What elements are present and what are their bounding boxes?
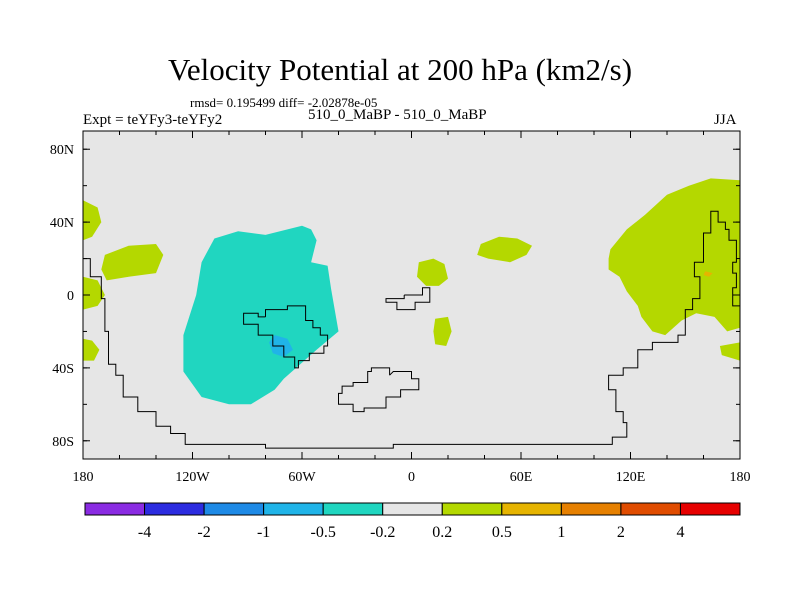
anomaly-region-3: [101, 244, 164, 281]
colorbar-swatch: [560, 502, 622, 516]
anomaly-region-5: [83, 276, 105, 310]
anomaly-regions: [83, 178, 740, 405]
season-label: JJA: [714, 112, 737, 128]
y-tick-label: 80S: [52, 435, 74, 450]
colorbar-label: -4: [138, 524, 151, 541]
x-tick-label: 60E: [510, 470, 533, 485]
anomaly-region-12: [703, 271, 713, 277]
colorbar-swatch: [679, 502, 741, 516]
colorbar-swatch: [144, 502, 205, 516]
anomaly-region-4: [83, 200, 102, 241]
anomaly-region-11: [719, 342, 740, 361]
colorbar-label: -2: [197, 524, 210, 541]
colorbar-swatch: [501, 502, 562, 516]
colorbar: -4 -2 -1 -0.5 -0.2 0.2 0.5 1 2 4: [84, 502, 741, 541]
x-tick-label: 180: [73, 470, 94, 485]
colorbar-swatch: [620, 502, 681, 516]
x-tick-label: 0: [408, 470, 415, 485]
anomaly-region-6: [83, 338, 100, 361]
colorbar-label: -0.5: [311, 524, 336, 541]
y-tick-label: 40N: [50, 216, 74, 231]
coastline-3: [385, 287, 431, 311]
stats-label: rmsd= 0.195499 diff= -2.02878e-05: [190, 95, 378, 110]
colorbar-swatch: [263, 502, 324, 516]
experiment-label: Expt = teYFy3-teYFy2: [83, 112, 223, 128]
coastline-4: [338, 367, 420, 413]
coastline-1: [83, 210, 740, 449]
colorbar-label: -1: [257, 524, 270, 541]
colorbar-label: 1: [557, 524, 565, 541]
coastlines: [83, 210, 740, 449]
colorbar-label: 0.5: [492, 524, 512, 541]
coastline-2: [243, 305, 329, 369]
x-tick-label: 60W: [288, 470, 316, 485]
colorbar-swatch: [84, 502, 146, 516]
anomaly-region-9: [477, 236, 532, 263]
anomaly-region-8: [433, 316, 452, 346]
anomaly-region-1: [183, 225, 339, 405]
colorbar-label: 2: [617, 524, 625, 541]
anomaly-region-7: [417, 258, 448, 286]
y-tick-label: 40S: [52, 362, 74, 377]
colorbar-swatch: [441, 502, 503, 516]
chart-title: Velocity Potential at 200 hPa (km2/s): [167, 52, 633, 87]
colorbar-swatch: [203, 502, 265, 516]
x-tick-label: 180: [730, 470, 751, 485]
x-tick-label: 120W: [175, 470, 210, 485]
y-tick-label: 0: [67, 289, 74, 304]
colorbar-label: 4: [676, 524, 684, 541]
y-tick-label: 80N: [50, 143, 74, 158]
colorbar-swatch: [382, 502, 443, 516]
x-tick-label: 120E: [616, 470, 646, 485]
colorbar-label: -0.2: [370, 524, 395, 541]
anomaly-region-10: [608, 178, 740, 336]
colorbar-swatch: [322, 502, 384, 516]
colorbar-label: 0.2: [432, 524, 452, 541]
run-label: 510_0_MaBP - 510_0_MaBP: [308, 107, 487, 123]
